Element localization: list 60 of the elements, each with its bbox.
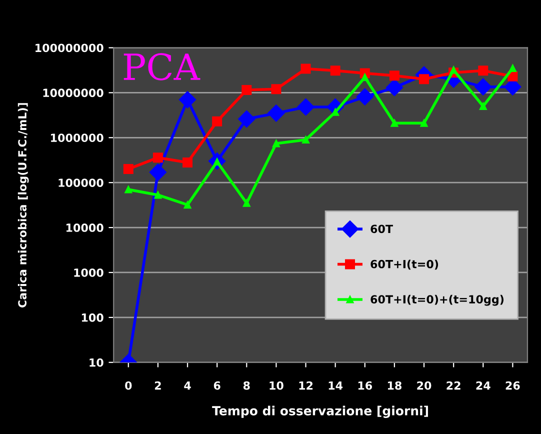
point <box>302 136 310 144</box>
point <box>178 91 196 108</box>
point <box>478 66 488 76</box>
point <box>184 201 192 209</box>
y-tick-label: 10000 <box>66 224 104 232</box>
y-tick-label: 1000000 <box>51 134 104 142</box>
point <box>330 66 340 76</box>
x-tick-label: 22 <box>446 381 460 390</box>
legend-label: 60T <box>370 224 393 234</box>
x-tick-label: 16 <box>358 381 372 390</box>
point <box>508 64 516 72</box>
point <box>242 199 250 207</box>
x-tick-label: 14 <box>328 381 343 390</box>
y-tick-label: 100000000 <box>36 44 104 52</box>
point <box>123 164 134 174</box>
y-tick-label: 10000000 <box>43 88 104 98</box>
point <box>242 84 252 95</box>
point <box>297 98 314 116</box>
x-axis-title: Tempo di osservazione [giorni] <box>212 406 428 418</box>
point <box>272 140 280 148</box>
point <box>479 102 487 110</box>
x-tick-label: 8 <box>243 381 250 390</box>
legend-label: 60T+I(t=0) <box>370 260 438 270</box>
point <box>332 108 340 116</box>
x-tick-label: 24 <box>476 381 490 390</box>
point <box>361 74 369 82</box>
legend-label: 60T+I(t=0)+(t=10gg) <box>370 294 504 306</box>
x-tick-label: 6 <box>214 381 220 390</box>
point <box>268 104 285 122</box>
point <box>149 164 167 181</box>
annotation: PCA <box>124 53 200 80</box>
point <box>300 64 311 74</box>
point <box>212 116 222 126</box>
point <box>238 110 256 128</box>
point <box>419 74 430 84</box>
point <box>450 66 458 74</box>
point <box>386 79 403 96</box>
point <box>154 191 162 199</box>
y-tick-label: 100000 <box>58 178 104 187</box>
y-tick-label: 100 <box>82 313 104 322</box>
x-tick-label: 2 <box>154 381 161 390</box>
point <box>390 119 398 127</box>
point <box>182 157 193 168</box>
point <box>420 119 428 127</box>
x-tick-label: 20 <box>417 381 432 390</box>
point <box>474 78 492 96</box>
x-tick-label: 10 <box>270 381 284 390</box>
point <box>271 84 282 94</box>
y-tick-label: 1000 <box>74 268 104 277</box>
x-tick-label: 12 <box>299 381 313 390</box>
y-tick-label: 10 <box>90 358 104 367</box>
y-axis-title: Carica microbica [log(U.F.C./mL)] <box>18 103 29 308</box>
point <box>389 70 400 81</box>
x-tick-label: 0 <box>125 381 132 390</box>
point <box>356 88 374 106</box>
point <box>152 152 163 163</box>
x-tick-label: 4 <box>184 381 191 390</box>
x-tick-label: 26 <box>506 381 520 390</box>
x-tick-label: 18 <box>388 381 402 390</box>
point <box>124 186 132 194</box>
